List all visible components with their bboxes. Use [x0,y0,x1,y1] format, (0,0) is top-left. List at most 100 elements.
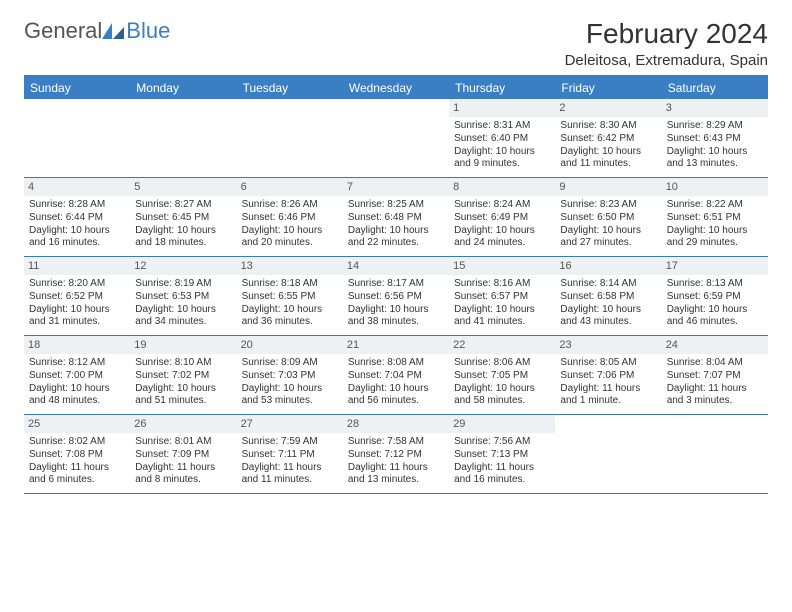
sunset-line: Sunset: 6:45 PM [135,212,231,225]
day-cell-9: 9Sunrise: 8:23 AMSunset: 6:50 PMDaylight… [555,178,661,256]
day-number: 7 [343,178,449,196]
sunrise-line: Sunrise: 8:04 AM [667,357,763,370]
daylight-line: Daylight: 10 hours and 38 minutes. [348,304,444,330]
day-cell-27: 27Sunrise: 7:59 AMSunset: 7:11 PMDayligh… [237,415,343,493]
daylight-line: Daylight: 10 hours and 53 minutes. [242,383,338,409]
daylight-line: Daylight: 11 hours and 6 minutes. [29,462,125,488]
day-cell-12: 12Sunrise: 8:19 AMSunset: 6:53 PMDayligh… [130,257,236,335]
daylight-line: Daylight: 11 hours and 16 minutes. [454,462,550,488]
week-row: 18Sunrise: 8:12 AMSunset: 7:00 PMDayligh… [24,336,768,415]
day-number: 19 [130,336,236,354]
day-number: 26 [130,415,236,433]
day-cell-22: 22Sunrise: 8:06 AMSunset: 7:05 PMDayligh… [449,336,555,414]
week-row: ....1Sunrise: 8:31 AMSunset: 6:40 PMDayl… [24,99,768,178]
sunrise-line: Sunrise: 8:14 AM [560,278,656,291]
day-cell-13: 13Sunrise: 8:18 AMSunset: 6:55 PMDayligh… [237,257,343,335]
daylight-line: Daylight: 10 hours and 58 minutes. [454,383,550,409]
sunset-line: Sunset: 7:00 PM [29,370,125,383]
daylight-line: Daylight: 10 hours and 13 minutes. [667,146,763,172]
day-number: 9 [555,178,661,196]
empty-cell: . [130,99,236,177]
empty-cell: . [343,99,449,177]
sunset-line: Sunset: 7:02 PM [135,370,231,383]
sunrise-line: Sunrise: 8:08 AM [348,357,444,370]
day-cell-6: 6Sunrise: 8:26 AMSunset: 6:46 PMDaylight… [237,178,343,256]
day-cell-14: 14Sunrise: 8:17 AMSunset: 6:56 PMDayligh… [343,257,449,335]
daylight-line: Daylight: 10 hours and 43 minutes. [560,304,656,330]
day-number: 28 [343,415,449,433]
sunset-line: Sunset: 7:06 PM [560,370,656,383]
day-number: 6 [237,178,343,196]
sunrise-line: Sunrise: 8:01 AM [135,436,231,449]
day-number: 10 [662,178,768,196]
day-number: 14 [343,257,449,275]
sunrise-line: Sunrise: 8:30 AM [560,120,656,133]
empty-cell: . [662,415,768,493]
logo: General Blue [24,18,170,44]
day-number: 24 [662,336,768,354]
daylight-line: Daylight: 10 hours and 9 minutes. [454,146,550,172]
header: General Blue February 2024 Deleitosa, Ex… [24,18,768,69]
logo-sail-icon [102,23,124,39]
sunset-line: Sunset: 7:09 PM [135,449,231,462]
sunset-line: Sunset: 6:40 PM [454,133,550,146]
sunset-line: Sunset: 6:43 PM [667,133,763,146]
day-cell-7: 7Sunrise: 8:25 AMSunset: 6:48 PMDaylight… [343,178,449,256]
sunrise-line: Sunrise: 8:16 AM [454,278,550,291]
day-number: 15 [449,257,555,275]
day-cell-24: 24Sunrise: 8:04 AMSunset: 7:07 PMDayligh… [662,336,768,414]
day-cell-19: 19Sunrise: 8:10 AMSunset: 7:02 PMDayligh… [130,336,236,414]
day-cell-29: 29Sunrise: 7:56 AMSunset: 7:13 PMDayligh… [449,415,555,493]
day-cell-20: 20Sunrise: 8:09 AMSunset: 7:03 PMDayligh… [237,336,343,414]
sunrise-line: Sunrise: 8:27 AM [135,199,231,212]
month-title: February 2024 [565,18,768,50]
day-number: 8 [449,178,555,196]
day-cell-8: 8Sunrise: 8:24 AMSunset: 6:49 PMDaylight… [449,178,555,256]
daylight-line: Daylight: 10 hours and 31 minutes. [29,304,125,330]
day-cell-16: 16Sunrise: 8:14 AMSunset: 6:58 PMDayligh… [555,257,661,335]
daylight-line: Daylight: 10 hours and 11 minutes. [560,146,656,172]
day-cell-28: 28Sunrise: 7:58 AMSunset: 7:12 PMDayligh… [343,415,449,493]
empty-cell: . [555,415,661,493]
daylight-line: Daylight: 10 hours and 27 minutes. [560,225,656,251]
daylight-line: Daylight: 10 hours and 29 minutes. [667,225,763,251]
weekday-row: SundayMondayTuesdayWednesdayThursdayFrid… [24,77,768,99]
day-cell-3: 3Sunrise: 8:29 AMSunset: 6:43 PMDaylight… [662,99,768,177]
logo-text-blue: Blue [126,18,170,44]
sunset-line: Sunset: 7:08 PM [29,449,125,462]
title-block: February 2024 Deleitosa, Extremadura, Sp… [565,18,768,69]
daylight-line: Daylight: 10 hours and 20 minutes. [242,225,338,251]
daylight-line: Daylight: 10 hours and 34 minutes. [135,304,231,330]
daylight-line: Daylight: 10 hours and 36 minutes. [242,304,338,330]
day-number: 3 [662,99,768,117]
sunset-line: Sunset: 6:57 PM [454,291,550,304]
week-row: 11Sunrise: 8:20 AMSunset: 6:52 PMDayligh… [24,257,768,336]
day-cell-15: 15 Sunrise: 8:16 AMSunset: 6:57 PMDayligh… [449,257,555,335]
sunrise-line: Sunrise: 7:59 AM [242,436,338,449]
daylight-line: Daylight: 10 hours and 24 minutes. [454,225,550,251]
sunset-line: Sunset: 7:13 PM [454,449,550,462]
daylight-line: Daylight: 11 hours and 11 minutes. [242,462,338,488]
day-number: 23 [555,336,661,354]
sunrise-line: Sunrise: 8:09 AM [242,357,338,370]
daylight-line: Daylight: 11 hours and 3 minutes. [667,383,763,409]
sunrise-line: Sunrise: 8:12 AM [29,357,125,370]
day-cell-5: 5Sunrise: 8:27 AMSunset: 6:45 PMDaylight… [130,178,236,256]
sunrise-line: Sunrise: 8:22 AM [667,199,763,212]
day-cell-10: 10Sunrise: 8:22 AMSunset: 6:51 PMDayligh… [662,178,768,256]
daylight-line: Daylight: 11 hours and 8 minutes. [135,462,231,488]
daylight-line: Daylight: 10 hours and 41 minutes. [454,304,550,330]
day-number: 25 [24,415,130,433]
day-number: 11 [24,257,130,275]
sunrise-line: Sunrise: 8:17 AM [348,278,444,291]
day-number: 4 [24,178,130,196]
sunset-line: Sunset: 6:58 PM [560,291,656,304]
day-number: 21 [343,336,449,354]
day-number: 20 [237,336,343,354]
sunset-line: Sunset: 6:42 PM [560,133,656,146]
sunset-line: Sunset: 6:49 PM [454,212,550,225]
sunrise-line: Sunrise: 8:25 AM [348,199,444,212]
day-number: 18 [24,336,130,354]
daylight-line: Daylight: 11 hours and 1 minute. [560,383,656,409]
daylight-line: Daylight: 10 hours and 48 minutes. [29,383,125,409]
